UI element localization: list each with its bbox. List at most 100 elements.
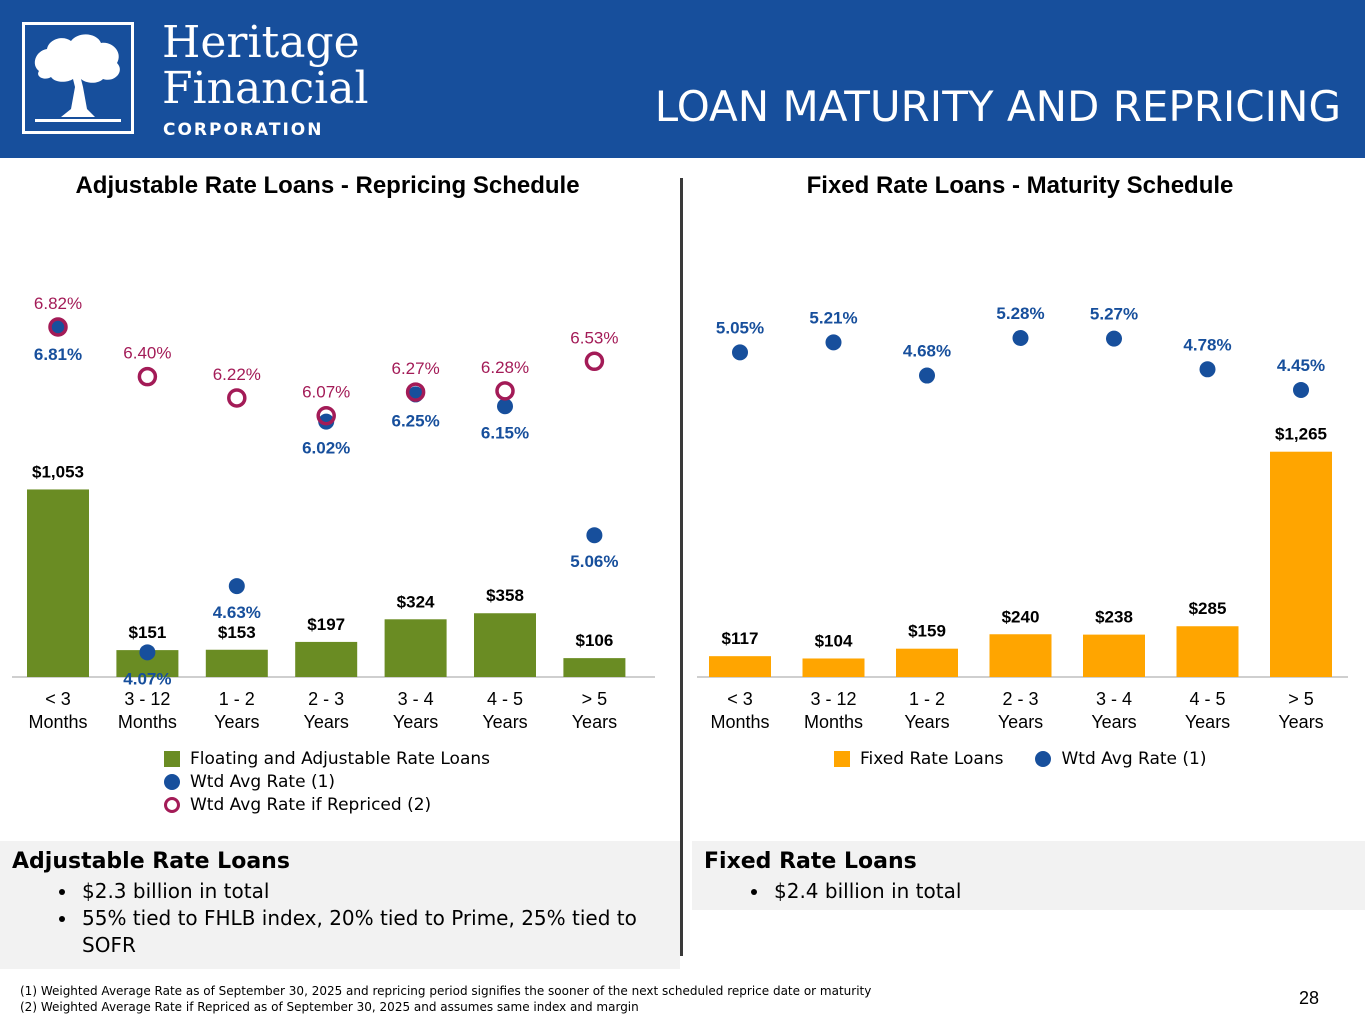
fixed-summary-heading: Fixed Rate Loans [704,849,917,874]
wtd-avg-rate-label: 6.15% [481,423,529,442]
bar-value-label: $106 [575,631,613,650]
x-tick-label: Months [118,712,177,732]
wtd-avg-rate-point [318,413,335,430]
adjustable-summary-list: $2.3 billion in total 55% tied to FHLB i… [12,878,668,959]
bar-value-label: $238 [1095,608,1133,627]
x-tick-label: 3 - 4 [398,689,434,709]
list-item: $2.3 billion in total [78,878,668,905]
legend-item-wtd-avg: Wtd Avg Rate (1) [164,770,490,793]
repriced-rate-point [48,317,68,337]
x-tick-label: 3 - 4 [1096,689,1132,709]
x-tick-label: Years [393,712,438,732]
wtd-avg-rate-label: 5.06% [570,552,618,571]
wtd-avg-rate-point [1106,330,1122,347]
fixed-summary-list: $2.4 billion in total [704,878,1353,905]
wtd-avg-rate-point [1012,330,1029,346]
x-tick-label: Years [572,712,617,732]
bar [384,619,447,677]
section-divider [680,178,683,956]
bar [295,641,358,677]
x-tick-label: Years [1278,712,1323,732]
adjustable-summary-box: Adjustable Rate Loans $2.3 billion in to… [0,841,680,969]
bar-value-label: $197 [307,615,345,634]
legend-label: Wtd Avg Rate (1) [1061,748,1207,769]
bar-value-label: $151 [128,623,166,642]
bar-value-label: $358 [486,586,524,605]
repriced-rate-point [316,405,336,426]
x-tick-label: Months [804,712,863,732]
repriced-rate-label: 6.82% [34,294,82,313]
legend-label: Floating and Adjustable Rate Loans [190,748,491,769]
repriced-rate-label: 6.22% [213,365,261,384]
bar-value-label: $1,053 [32,462,84,481]
x-tick-label: 3 - 12 [124,689,170,709]
footnotes: (1) Weighted Average Rate as of Septembe… [20,983,871,1015]
x-tick-label: 2 - 3 [1002,689,1038,709]
tree-logo-icon [22,22,134,134]
x-tick-label: > 5 [1288,689,1314,709]
wtd-avg-rate-point [228,578,245,595]
maroon-ring-icon [164,796,180,813]
x-tick-label: Months [28,712,87,732]
wtd-avg-rate-point [1199,361,1216,378]
bar [27,489,89,677]
company-name-line1: Heritage [162,17,360,68]
wtd-avg-rate-point [497,398,513,415]
repriced-rate-label: 6.07% [302,383,350,402]
wtd-avg-rate-point [825,334,842,351]
x-tick-label: 2 - 3 [308,689,344,709]
blue-dot-icon [1035,750,1052,767]
x-tick-label: > 5 [582,689,608,709]
x-tick-label: 1 - 2 [909,689,945,709]
blue-dot-icon [164,773,180,790]
repriced-rate-point [227,388,247,408]
adjustable-summary-heading: Adjustable Rate Loans [12,849,290,874]
adjustable-legend: Floating and Adjustable Rate Loans Wtd A… [164,747,490,816]
bar [1083,634,1145,677]
repriced-rate-point [137,366,158,387]
footnote-2: (2) Weighted Average Rate if Repriced as… [20,1000,639,1014]
bar [989,634,1052,677]
legend-label: Wtd Avg Rate if Repriced (2) [190,794,432,815]
header-banner: Heritage Financial CORPORATION LOAN MATU… [0,0,1365,158]
bar-value-label: $240 [1002,607,1040,626]
x-tick-label: Months [710,712,769,732]
fixed-legend: Fixed Rate Loans Wtd Avg Rate (1) [834,747,1207,770]
bar [896,648,958,677]
page-title: LOAN MATURITY AND REPRICING [654,82,1341,131]
repriced-rate-label: 6.40% [123,344,171,363]
bar [474,613,536,677]
bar [709,656,771,677]
repriced-rate-label: 6.27% [391,359,439,378]
x-tick-label: < 3 [45,689,71,709]
repriced-rate-point [495,381,515,401]
wtd-avg-rate-point [919,367,935,384]
x-tick-label: Years [482,712,527,732]
x-tick-label: 4 - 5 [487,689,523,709]
bar-value-label: $153 [218,623,256,642]
x-tick-label: 1 - 2 [219,689,255,709]
bar [1176,626,1239,677]
x-tick-label: 3 - 12 [810,689,856,709]
wtd-avg-rate-point [139,644,156,661]
legend-row: Fixed Rate Loans Wtd Avg Rate (1) [834,747,1207,770]
legend-item-repriced: Wtd Avg Rate if Repriced (2) [164,793,490,816]
wtd-avg-rate-label: 5.28% [996,304,1044,323]
bar-value-label: $159 [908,622,946,641]
wtd-avg-rate-point [1293,381,1309,398]
repriced-rate-label: 6.28% [481,358,529,377]
repriced-rate-point [584,351,605,372]
bar [802,658,865,677]
bar-value-label: $1,265 [1275,425,1327,444]
wtd-avg-rate-label: 4.07% [123,669,171,688]
bar-value-label: $285 [1189,599,1227,618]
fixed-summary-box: Fixed Rate Loans $2.4 billion in total [692,841,1365,910]
repriced-rate-point [405,382,426,402]
green-square-icon [164,750,180,767]
legend-label: Wtd Avg Rate (1) [190,771,336,792]
x-tick-label: Years [1185,712,1230,732]
x-tick-label: Years [904,712,949,732]
bar-value-label: $104 [815,631,853,650]
bar [563,658,626,677]
adjustable-rate-chart: $1,053 < 3 Months 6.82% 6.81% $151 3 - 12 Month… [12,294,655,732]
